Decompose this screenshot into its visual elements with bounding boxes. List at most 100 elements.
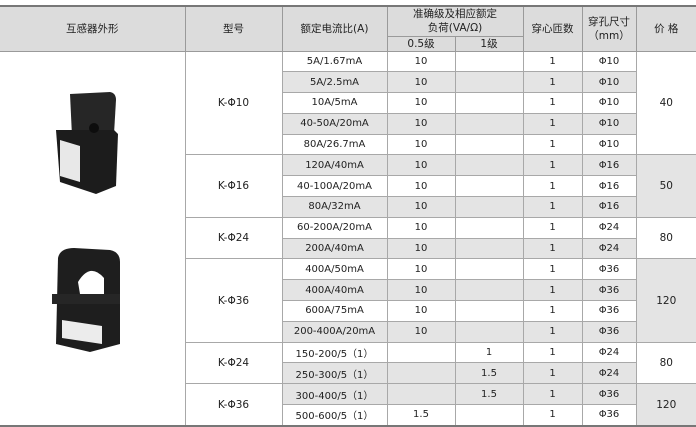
header-price: 价 格: [635, 6, 696, 52]
table-row: K-Φ16 120A/40mA 10 1 Φ16 50: [0, 154, 696, 218]
turns-cell: 1: [522, 216, 583, 239]
turns-cell: 1: [522, 50, 583, 73]
turns-cell: 1: [522, 300, 583, 322]
table-row: 250-300/5（1） 1.5 1 Φ24: [0, 362, 696, 385]
hole-cell: Φ10: [581, 71, 636, 94]
class-1-cell: [454, 279, 524, 302]
hole-cell: Φ24: [581, 341, 637, 364]
hole-cell: Φ16: [581, 154, 637, 177]
model-cell: K-Φ16: [185, 154, 283, 218]
price-cell: 40: [635, 50, 696, 156]
hole-cell: Φ10: [581, 92, 636, 114]
hole-cell: Φ24: [581, 216, 637, 239]
price-cell: 50: [635, 154, 696, 218]
price-cell: 80: [635, 216, 696, 260]
hole-cell: Φ24: [581, 362, 636, 385]
class-05-cell: 10: [386, 216, 456, 239]
hole-cell: Φ16: [581, 196, 636, 218]
ratio-cell: 60-200A/20mA: [281, 216, 388, 239]
header-class-05: 0.5级: [387, 36, 456, 52]
class-1-cell: [454, 92, 524, 114]
class-05-cell: 10: [386, 154, 456, 177]
table-row: 10A/5mA 10 1 Φ10: [0, 92, 696, 114]
class-1-cell: [454, 175, 524, 198]
header-accuracy-text: 准确级及相应额定负荷(VA/Ω): [413, 8, 497, 35]
model-cell: K-Φ36: [185, 383, 283, 427]
ratio-cell: 150-200/5（1）: [281, 341, 388, 364]
class-1-cell: [454, 112, 524, 135]
model-cell: K-Φ10: [184, 50, 283, 156]
header-turns: 穿心匝数: [522, 6, 583, 52]
appearance-cell: [0, 50, 186, 427]
hole-cell: Φ24: [581, 237, 636, 260]
ratio-cell: 200-400A/20mA: [282, 320, 388, 343]
ratio-cell: 300-400/5（1）: [281, 383, 388, 406]
table-row: 600A/75mA 10 1 Φ36: [0, 300, 696, 322]
model-cell: K-Φ36: [185, 258, 283, 343]
turns-cell: 1: [522, 362, 583, 385]
hole-cell: Φ10: [581, 112, 636, 135]
hole-cell: Φ16: [581, 175, 636, 198]
ratio-cell: 600A/75mA: [282, 300, 388, 322]
table-row: 400A/40mA 10 1 Φ36: [0, 279, 696, 302]
model-cell: K-Φ24: [185, 341, 283, 385]
class-1-cell: [454, 300, 524, 322]
class-05-cell: 10: [386, 279, 456, 302]
class-1-cell: [454, 133, 524, 156]
ratio-cell: 250-300/5（1）: [282, 362, 388, 385]
table-row: 80A/32mA 10 1 Φ16: [0, 196, 696, 218]
turns-cell: 1: [522, 112, 583, 135]
turns-cell: 1: [522, 279, 583, 302]
ratio-cell: 5A/1.67mA: [281, 50, 388, 73]
turns-cell: 1: [522, 258, 583, 281]
large-ct-device-image: [52, 247, 120, 352]
turns-cell: 1: [522, 341, 583, 364]
class-05-cell: 10: [386, 50, 456, 73]
class-05-cell: 10: [386, 112, 456, 135]
class-1-cell: [454, 258, 524, 281]
ratio-cell: 40-100A/20mA: [282, 175, 388, 198]
header-appearance: 互感器外形: [0, 6, 186, 52]
class-05-cell: 10: [386, 92, 456, 114]
price-cell: 80: [635, 341, 696, 385]
table-row: 5A/2.5mA 10 1 Φ10: [0, 71, 696, 94]
turns-cell: 1: [522, 237, 583, 260]
turns-cell: 1: [522, 154, 583, 177]
ratio-cell: 120A/40mA: [281, 154, 388, 177]
turns-cell: 1: [522, 175, 583, 198]
hole-cell: Φ36: [581, 320, 636, 343]
class-05-cell: 10: [386, 300, 456, 322]
ratio-cell: 400A/50mA: [281, 258, 388, 281]
turns-cell: 1: [522, 71, 583, 94]
class-1-cell: 1.5: [454, 383, 524, 406]
hole-cell: Φ36: [581, 300, 636, 322]
class-1-cell: [454, 50, 524, 73]
class-05-cell: 10: [386, 175, 456, 198]
turns-cell: 1: [522, 196, 583, 218]
turns-cell: 1: [522, 320, 583, 343]
ratio-cell: 80A/26.7mA: [282, 133, 388, 156]
table-row: 80A/26.7mA 10 1 Φ10: [0, 133, 696, 156]
spec-table: 互感器外形 型号 额定电流比(A) 准确级及相应额定负荷(VA/Ω) 穿心匝数 …: [0, 5, 696, 427]
turns-cell: 1: [522, 92, 583, 114]
hole-cell: Φ36: [581, 383, 637, 406]
ratio-cell: 80A/32mA: [282, 196, 388, 218]
class-1-cell: [454, 196, 524, 218]
class-05-cell: 10: [386, 258, 456, 281]
hole-cell: Φ36: [581, 258, 637, 281]
class-1-cell: 1: [454, 341, 524, 364]
table-row: K-Φ10 5A/1.67mA 10 1 Φ10 40: [0, 50, 696, 427]
class-05-cell: 10: [386, 196, 456, 218]
header-class-1: 1级: [454, 36, 523, 52]
class-05-cell: 10: [386, 320, 456, 343]
class-05-cell: [386, 341, 456, 364]
class-1-cell: 1.5: [454, 362, 524, 385]
small-ct-device-image: [56, 91, 118, 194]
class-05-cell: 10: [386, 133, 456, 156]
ratio-cell: 5A/2.5mA: [282, 71, 388, 94]
class-1-cell: [454, 320, 524, 343]
hole-cell: Φ10: [581, 50, 637, 73]
header-model: 型号: [184, 6, 283, 52]
header-hole: 穿孔尺寸（mm）: [581, 6, 637, 52]
class-05-cell: 10: [386, 237, 456, 260]
